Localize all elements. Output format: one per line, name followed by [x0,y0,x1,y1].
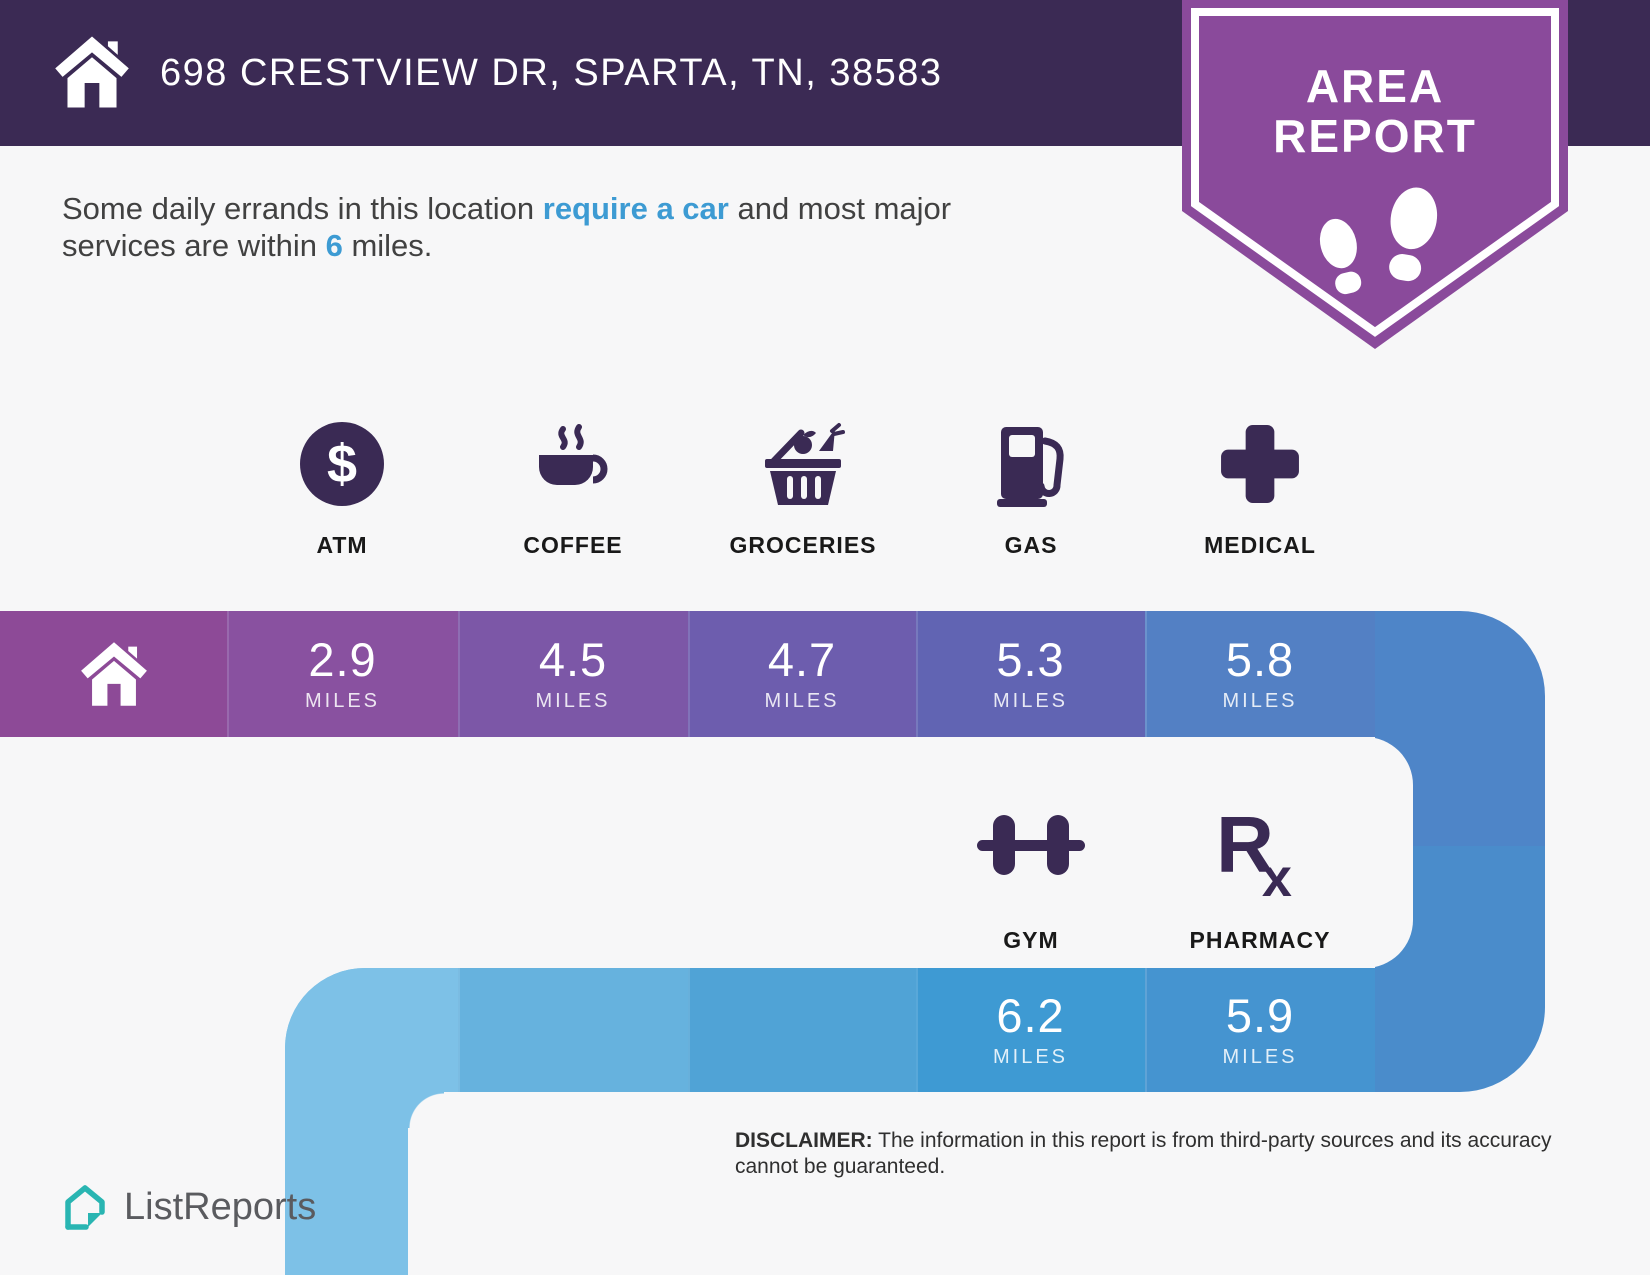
distance-value: 5.8 [1225,632,1295,686]
home-icon [80,642,147,706]
disclaimer: DISCLAIMER: The information in this repo… [735,1129,1552,1178]
medical-cross-icon [1221,425,1299,503]
service-medical: MEDICAL [1145,408,1375,559]
distance-value: 2.9 [308,632,377,686]
distance-band-row2: 6.2 MILES 5.9 MILES [285,968,1375,1092]
distance-value: 4.5 [538,632,608,686]
distance-unit: MILES [992,1046,1069,1069]
distance-value: 5.9 [1225,988,1295,1042]
badge-line1: AREA [1306,60,1444,112]
distance-unit: MILES [304,690,381,713]
distance-unit: MILES [535,690,611,713]
listreports-logo: ListReports [60,1182,316,1232]
distance-unit: MILES [992,690,1069,713]
distance-value: 6.2 [996,988,1065,1042]
path-left-descender [285,968,408,1275]
distance-band-row1: 2.9 MILES 4.5 MILES 4.7 MILES 5.3 MILES … [0,611,1375,737]
home-icon [55,36,129,108]
grocery-basket-icon [765,423,845,505]
disclaimer-label: DISCLAIMER: [735,1129,873,1152]
intro-text: Some daily errands in this location requ… [62,191,952,263]
distance-value: 5.3 [996,632,1065,686]
highlight-require-a-car: require a car [542,191,729,226]
path-inner-fillet [408,1092,444,1128]
dollar-circle-icon: $ [300,422,384,506]
service-gas: GAS [916,408,1146,559]
distance-cell-atm: 2.9 MILES [227,611,458,737]
highlight-miles-radius: 6 [325,228,343,263]
distance-cell-groceries: 4.7 MILES [688,611,916,737]
home-cell [0,611,227,737]
property-address: 698 CRESTVIEW DR, SPARTA, TN, 38583 [160,52,943,94]
service-label: ATM [316,532,368,558]
footprints-icon [1319,187,1438,295]
badge-line2: REPORT [1273,110,1477,162]
spacer-cell [688,968,916,1092]
service-label: PHARMACY [1189,927,1331,953]
service-coffee: COFFEE [458,408,688,559]
service-gym: GYM [916,775,1146,954]
service-label: MEDICAL [1204,532,1316,558]
service-pharmacy: Rx PHARMACY [1145,775,1375,954]
distance-unit: MILES [1222,1046,1298,1069]
area-report-badge: AREA REPORT [1182,0,1568,349]
coffee-cup-icon [539,424,608,485]
distance-cell-gym: 6.2 MILES [916,968,1145,1092]
service-atm: $ ATM [227,408,457,559]
logo-text: ListReports [124,1185,317,1228]
distance-unit: MILES [764,690,840,713]
listreports-logo-icon [65,1185,105,1230]
service-label: GROCERIES [729,532,877,558]
service-label: GYM [1003,927,1059,953]
distance-cell-gas: 5.3 MILES [916,611,1145,737]
distance-cell-coffee: 4.5 MILES [458,611,688,737]
dumbbell-icon [977,815,1085,875]
spacer-cell [458,968,688,1092]
distance-unit: MILES [1222,690,1298,713]
gas-pump-icon [997,427,1064,507]
rx-icon: Rx [1216,800,1292,908]
service-label: GAS [1004,532,1058,558]
service-groceries: GROCERIES [688,408,918,559]
distance-cell-pharmacy: 5.9 MILES [1145,968,1375,1092]
distance-cell-medical: 5.8 MILES [1145,611,1375,737]
distance-value: 4.7 [767,632,837,686]
service-label: COFFEE [523,532,623,558]
